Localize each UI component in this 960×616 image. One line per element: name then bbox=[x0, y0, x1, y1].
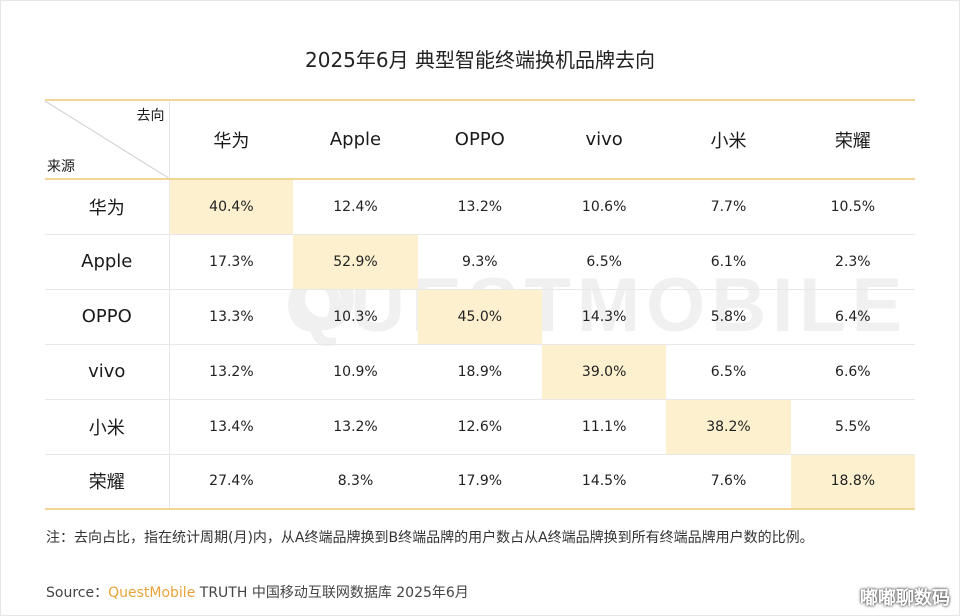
source-prefix: Source： bbox=[46, 585, 109, 601]
table-cell: 27.4% bbox=[169, 454, 294, 510]
column-header: OPPO bbox=[417, 99, 542, 180]
table-cell-diagonal: 18.8% bbox=[790, 454, 915, 510]
table-row: 小米 13.4% 13.2% 12.6% 11.1% 38.2% 5.5% bbox=[45, 399, 915, 455]
row-header: 荣耀 bbox=[45, 454, 170, 510]
table-cell-diagonal: 38.2% bbox=[666, 399, 791, 455]
table-cell-diagonal: 39.0% bbox=[541, 344, 667, 400]
column-header: vivo bbox=[541, 99, 667, 180]
table-cell: 13.2% bbox=[293, 399, 418, 455]
table-cell: 13.3% bbox=[169, 289, 294, 345]
table-cell-diagonal: 52.9% bbox=[293, 234, 418, 290]
column-header: Apple bbox=[293, 99, 418, 180]
table-cell: 8.3% bbox=[293, 454, 418, 510]
table-cell: 18.9% bbox=[417, 344, 542, 400]
table-cell: 6.5% bbox=[541, 234, 667, 290]
column-header: 荣耀 bbox=[790, 99, 915, 180]
table-cell: 2.3% bbox=[790, 234, 915, 290]
table-cell: 6.1% bbox=[666, 234, 791, 290]
row-header: 小米 bbox=[45, 399, 170, 455]
table-row: 荣耀 27.4% 8.3% 17.9% 14.5% 7.6% 18.8% bbox=[45, 454, 915, 510]
table-body: 华为 40.4% 12.4% 13.2% 10.6% 7.7% 10.5% Apple 17.3… bbox=[45, 179, 915, 510]
column-header: 华为 bbox=[169, 99, 294, 180]
source-brand: QuestMobile bbox=[108, 585, 196, 601]
table-cell: 5.5% bbox=[790, 399, 915, 455]
table-cell: 10.9% bbox=[293, 344, 418, 400]
table-cell: 17.9% bbox=[417, 454, 542, 510]
corner-diagonal bbox=[45, 101, 169, 178]
table-cell: 13.2% bbox=[417, 179, 542, 235]
row-header: vivo bbox=[45, 344, 170, 400]
corner-cell: 去向 来源 bbox=[45, 99, 170, 180]
row-header: 华为 bbox=[45, 179, 170, 235]
table-cell: 14.3% bbox=[541, 289, 667, 345]
header-row: 去向 来源 华为 Apple OPPO vivo 小米 荣耀 bbox=[45, 99, 915, 180]
table-cell-diagonal: 45.0% bbox=[417, 289, 542, 345]
table-cell-diagonal: 40.4% bbox=[169, 179, 294, 235]
table-cell: 6.4% bbox=[790, 289, 915, 345]
table-cell: 14.5% bbox=[541, 454, 667, 510]
corner-label-from: 来源 bbox=[47, 159, 75, 175]
table-cell: 10.6% bbox=[541, 179, 667, 235]
table-row: 华为 40.4% 12.4% 13.2% 10.6% 7.7% 10.5% bbox=[45, 179, 915, 235]
table-cell: 12.6% bbox=[417, 399, 542, 455]
table-row: OPPO 13.3% 10.3% 45.0% 14.3% 5.8% 6.4% bbox=[45, 289, 915, 345]
table-cell: 5.8% bbox=[666, 289, 791, 345]
table-cell: 13.4% bbox=[169, 399, 294, 455]
table-cell: 7.7% bbox=[666, 179, 791, 235]
table-cell: 13.2% bbox=[169, 344, 294, 400]
table-cell: 6.5% bbox=[666, 344, 791, 400]
column-header: 小米 bbox=[666, 99, 791, 180]
corner-label-to: 去向 bbox=[136, 108, 165, 124]
table-cell: 7.6% bbox=[666, 454, 791, 510]
table-cell: 12.4% bbox=[293, 179, 418, 235]
row-header: OPPO bbox=[45, 289, 170, 345]
corner-watermark-tag: 嘟嘟聊数码 bbox=[860, 588, 950, 609]
table-cell: 17.3% bbox=[169, 234, 294, 290]
source-line: Source：QuestMobile TRUTH 中国移动互联网数据库 2025… bbox=[46, 582, 469, 602]
table-cell: 11.1% bbox=[541, 399, 667, 455]
table-cell: 10.3% bbox=[293, 289, 418, 345]
table-row: vivo 13.2% 10.9% 18.9% 39.0% 6.5% 6.6% bbox=[45, 344, 915, 400]
table-cell: 9.3% bbox=[417, 234, 542, 290]
table-cell: 6.6% bbox=[790, 344, 915, 400]
row-header: Apple bbox=[45, 234, 170, 290]
chart-title: 2025年6月 典型智能终端换机品牌去向 bbox=[305, 48, 655, 72]
brand-switch-table: 去向 来源 华为 Apple OPPO vivo 小米 荣耀 华为 40.4% 12… bbox=[45, 99, 915, 510]
footnote: 注：去向占比，指在统计周期(月)内，从A终端品牌换到B终端品牌的用户数占从A终端… bbox=[46, 530, 814, 546]
table-row: Apple 17.3% 52.9% 9.3% 6.5% 6.1% 2.3% bbox=[45, 234, 915, 290]
table-cell: 10.5% bbox=[790, 179, 915, 235]
source-suffix: TRUTH 中国移动互联网数据库 2025年6月 bbox=[195, 585, 469, 601]
